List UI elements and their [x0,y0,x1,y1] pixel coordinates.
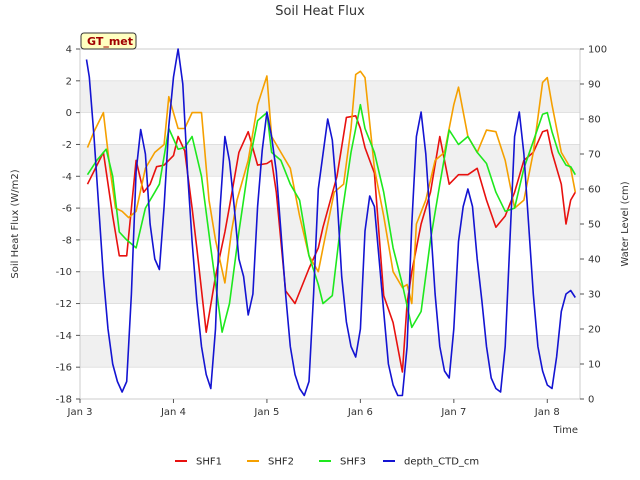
background-bands [80,80,580,368]
y-tick-label: -16 [56,363,72,374]
legend-label: depth_CTD_cm [404,457,479,468]
y-tick-label: -4 [62,172,72,183]
y2-tick-label: 90 [588,80,601,91]
background-band [80,80,580,113]
right-y-axis: 0 10 20 30 40 50 60 70 80 90 100 [580,45,607,406]
y2-tick-label: 70 [588,150,601,161]
series-line-shf1 [86,115,576,373]
legend-label: SHF1 [196,457,222,468]
y-tick-label: -12 [56,299,72,310]
y-tick-label: -6 [62,204,72,215]
y-tick-label: 0 [66,108,72,119]
badge-label: GT_met [87,35,133,48]
y2-tick-label: 80 [588,115,601,126]
y-tick-label: 2 [66,76,72,87]
left-y-axis: 4 2 0 -2 -4 -6 -8 -10 -12 -14 -16 -18 [56,45,80,406]
chart-title: Soil Heat Flux [275,4,365,19]
y2-tick-label: 10 [588,360,601,371]
x-tick-label: Jan 6 [347,407,373,418]
y2-axis-label: Water Level (cm) [620,181,631,266]
gridlines [80,48,580,400]
y-axis-label: Soil Heat Flux (W/m2) [10,169,21,278]
x-axis: Jan 3 Jan 4 Jan 5 Jan 6 Jan 7 Jan 8 [67,399,560,418]
y-tick-label: -18 [56,395,72,406]
y2-tick-label: 20 [588,325,601,336]
y2-tick-label: 100 [588,45,607,56]
x-tick-label: Jan 5 [253,407,279,418]
y2-tick-label: 30 [588,290,601,301]
y-tick-label: -2 [62,140,72,151]
background-band [80,271,580,304]
y-tick-label: -8 [62,235,72,246]
y-tick-label: -14 [56,331,72,342]
series-line-shf3 [86,103,576,334]
x-tick-label: Jan 7 [440,407,466,418]
y2-tick-label: 40 [588,255,601,266]
legend: SHF1 SHF2 SHF3 depth_CTD_cm [175,457,479,468]
x-tick-label: Jan 4 [160,407,186,418]
gt-met-badge: GT_met [80,32,137,50]
series-line-shf2 [86,70,577,305]
background-band [80,335,580,368]
y2-tick-label: 0 [588,395,594,406]
legend-label: SHF3 [340,457,366,468]
x-tick-label: Jan 8 [534,407,560,418]
y-tick-label: 4 [66,45,72,56]
series-lines [85,48,577,397]
y2-tick-label: 60 [588,185,601,196]
legend-label: SHF2 [268,457,294,468]
series-line-depth-ctd-cm [85,48,576,397]
y2-tick-label: 50 [588,220,601,231]
x-axis-label: Time [553,425,578,436]
x-tick-label: Jan 3 [67,407,93,418]
y-tick-label: -10 [56,267,72,278]
